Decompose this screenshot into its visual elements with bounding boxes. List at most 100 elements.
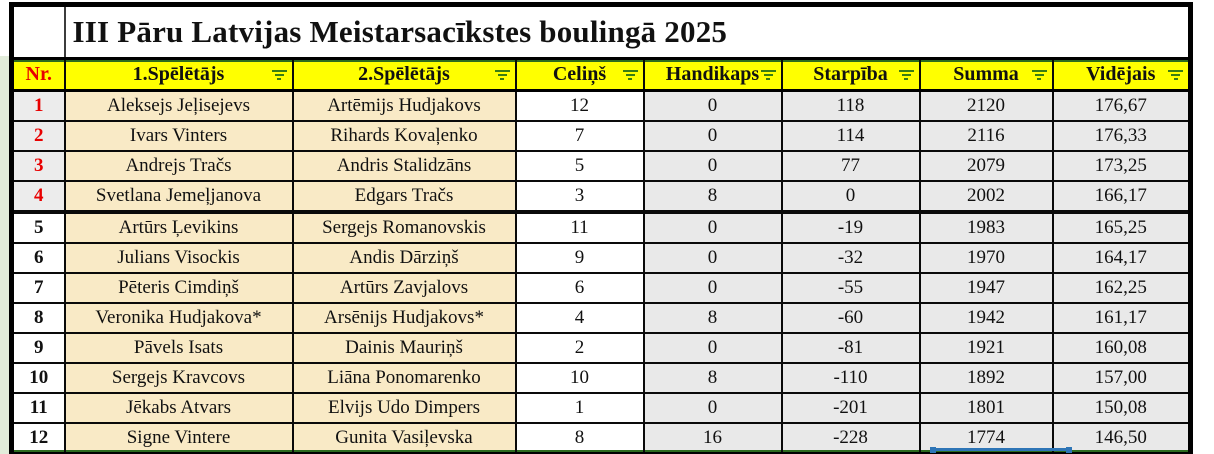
cell-handikaps[interactable]: 8: [642, 302, 783, 334]
cell-summa[interactable]: 2002: [918, 180, 1054, 214]
cell-p1[interactable]: Aleksejs Jeļisejevs: [63, 89, 294, 122]
cell-starpiba[interactable]: -19: [780, 211, 921, 244]
cell-p2[interactable]: Arsēnijs Hudjakovs*: [291, 302, 517, 334]
cell-p1[interactable]: Pāvels Isats: [63, 332, 294, 364]
cell-p2[interactable]: Gunita Vasiļevska: [291, 422, 517, 454]
cell-starpiba[interactable]: -55: [780, 272, 921, 304]
filter-icon[interactable]: [898, 69, 914, 80]
cell-handikaps[interactable]: 0: [642, 332, 783, 364]
cell-starpiba[interactable]: -81: [780, 332, 921, 364]
cell-starpiba[interactable]: -201: [780, 392, 921, 424]
cell-nr[interactable]: 5: [10, 211, 66, 244]
cell-p1[interactable]: Andrejs Tračs: [63, 150, 294, 182]
cell-nr[interactable]: 1: [10, 89, 66, 122]
selection-handle-left[interactable]: [930, 447, 936, 453]
cell-p2[interactable]: Elvijs Udo Dimpers: [291, 392, 517, 424]
cell-nr[interactable]: 8: [10, 302, 66, 334]
cell-p1[interactable]: Artūrs Ļevikins: [63, 211, 294, 244]
cell-starpiba[interactable]: -110: [780, 362, 921, 394]
active-cell-selection-border[interactable]: [933, 448, 1069, 451]
cell-starpiba[interactable]: 77: [780, 150, 921, 182]
column-header-videjais[interactable]: Vidējais: [1051, 57, 1192, 92]
cell-nr[interactable]: 2: [10, 120, 66, 152]
cell-celins[interactable]: 5: [514, 150, 645, 182]
column-header-nr[interactable]: Nr.: [10, 57, 66, 92]
cell-p2[interactable]: Dainis Mauriņš: [291, 332, 517, 364]
cell-videjais[interactable]: 150,08: [1051, 392, 1192, 424]
cell-handikaps[interactable]: 0: [642, 89, 783, 122]
cell-handikaps[interactable]: 0: [642, 150, 783, 182]
column-header-p1[interactable]: 1.Spēlētājs: [63, 57, 294, 92]
cell-celins[interactable]: 3: [514, 180, 645, 214]
cell-handikaps[interactable]: 0: [642, 242, 783, 274]
cell-videjais[interactable]: 165,25: [1051, 211, 1192, 244]
cell-p1[interactable]: Sergejs Kravcovs: [63, 362, 294, 394]
cell-p1[interactable]: Julians Visockis: [63, 242, 294, 274]
filter-icon[interactable]: [1168, 69, 1183, 80]
column-header-celins[interactable]: Celiņš: [514, 57, 645, 92]
filter-icon[interactable]: [271, 69, 287, 80]
cell-summa[interactable]: 1983: [918, 211, 1054, 244]
cell-nr[interactable]: 7: [10, 272, 66, 304]
cell-celins[interactable]: 1: [514, 392, 645, 424]
cell-videjais[interactable]: 176,67: [1051, 89, 1192, 122]
title-spacer-cell[interactable]: [10, 3, 66, 60]
cell-videjais[interactable]: 160,08: [1051, 332, 1192, 364]
cell-celins[interactable]: 2: [514, 332, 645, 364]
cell-handikaps[interactable]: 8: [642, 180, 783, 214]
cell-summa[interactable]: 1921: [918, 332, 1054, 364]
filter-icon[interactable]: [760, 69, 776, 80]
cell-handikaps[interactable]: 0: [642, 272, 783, 304]
cell-summa[interactable]: 2116: [918, 120, 1054, 152]
column-header-p2[interactable]: 2.Spēlētājs: [291, 57, 517, 92]
cell-starpiba[interactable]: 118: [780, 89, 921, 122]
cell-nr[interactable]: 11: [10, 392, 66, 424]
column-header-starpiba[interactable]: Starpība: [780, 57, 921, 92]
cell-videjais[interactable]: 164,17: [1051, 242, 1192, 274]
cell-p2[interactable]: Edgars Tračs: [291, 180, 517, 214]
cell-p2[interactable]: Artēmijs Hudjakovs: [291, 89, 517, 122]
cell-handikaps[interactable]: 8: [642, 362, 783, 394]
cell-nr[interactable]: 4: [10, 180, 66, 214]
cell-nr[interactable]: 3: [10, 150, 66, 182]
cell-handikaps[interactable]: 0: [642, 392, 783, 424]
cell-p2[interactable]: Andris Stalidzāns: [291, 150, 517, 182]
cell-starpiba[interactable]: 0: [780, 180, 921, 214]
cell-p1[interactable]: Jēkabs Atvars: [63, 392, 294, 424]
cell-videjais[interactable]: 176,33: [1051, 120, 1192, 152]
cell-videjais[interactable]: 166,17: [1051, 180, 1192, 214]
cell-p2[interactable]: Liāna Ponomarenko: [291, 362, 517, 394]
cell-starpiba[interactable]: -60: [780, 302, 921, 334]
cell-p1[interactable]: Signe Vintere: [63, 422, 294, 454]
cell-summa[interactable]: 1947: [918, 272, 1054, 304]
cell-celins[interactable]: 4: [514, 302, 645, 334]
cell-p2[interactable]: Sergejs Romanovskis: [291, 211, 517, 244]
cell-p2[interactable]: Artūrs Zavjalovs: [291, 272, 517, 304]
cell-videjais[interactable]: 162,25: [1051, 272, 1192, 304]
cell-summa[interactable]: 1801: [918, 392, 1054, 424]
cell-handikaps[interactable]: 0: [642, 211, 783, 244]
cell-nr[interactable]: 10: [10, 362, 66, 394]
cell-starpiba[interactable]: 114: [780, 120, 921, 152]
column-header-summa[interactable]: Summa: [918, 57, 1054, 92]
cell-p2[interactable]: Rihards Kovaļenko: [291, 120, 517, 152]
cell-p1[interactable]: Veronika Hudjakova*: [63, 302, 294, 334]
filter-icon[interactable]: [1031, 69, 1047, 80]
cell-nr[interactable]: 6: [10, 242, 66, 274]
cell-celins[interactable]: 8: [514, 422, 645, 454]
cell-nr[interactable]: 9: [10, 332, 66, 364]
column-header-handikaps[interactable]: Handikaps: [642, 57, 783, 92]
cell-p1[interactable]: Pēteris Cimdiņš: [63, 272, 294, 304]
cell-summa[interactable]: 1942: [918, 302, 1054, 334]
cell-celins[interactable]: 9: [514, 242, 645, 274]
cell-celins[interactable]: 6: [514, 272, 645, 304]
cell-videjais[interactable]: 161,17: [1051, 302, 1192, 334]
cell-summa[interactable]: 1970: [918, 242, 1054, 274]
cell-celins[interactable]: 10: [514, 362, 645, 394]
cell-handikaps[interactable]: 0: [642, 120, 783, 152]
cell-p1[interactable]: Ivars Vinters: [63, 120, 294, 152]
filter-icon[interactable]: [622, 69, 638, 80]
cell-starpiba[interactable]: -228: [780, 422, 921, 454]
cell-summa[interactable]: 2120: [918, 89, 1054, 122]
cell-videjais[interactable]: 146,50: [1051, 422, 1192, 454]
